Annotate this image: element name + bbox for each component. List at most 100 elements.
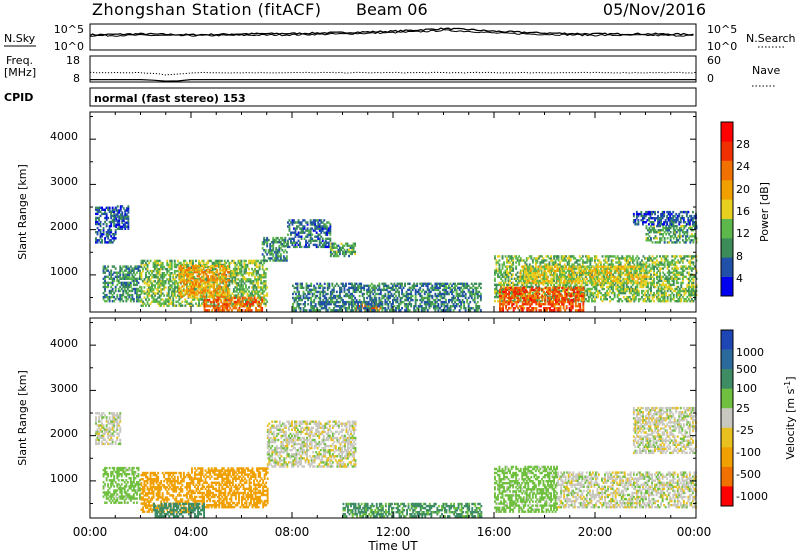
power-cell-607 — [155, 272, 158, 275]
power-cell-2309 — [312, 243, 315, 247]
power-cell-723 — [167, 282, 170, 285]
power-cell-1454 — [249, 272, 252, 275]
power-cell-2678 — [319, 284, 322, 287]
power-cell-539 — [148, 294, 150, 297]
power-cell-3888 — [534, 257, 537, 260]
power-cell-44 — [101, 239, 103, 242]
power-cell-2866 — [354, 290, 356, 294]
power-cell-4324 — [584, 289, 587, 293]
power-cell-4316 — [583, 289, 586, 293]
power-cell-1705 — [193, 295, 196, 298]
power-cell-4309 — [581, 259, 584, 262]
power-cell-1767 — [202, 273, 205, 276]
power-cell-2347 — [318, 227, 321, 230]
power-cell-1757 — [201, 269, 203, 272]
power-cell-2465 — [348, 254, 350, 258]
power-cell-776 — [173, 290, 176, 293]
power-cell-2251 — [299, 221, 301, 224]
power-cell-1043 — [204, 265, 206, 269]
power-cell-2961 — [372, 305, 375, 308]
power-cell-4571 — [615, 287, 618, 291]
power-cell-2012 — [240, 303, 242, 306]
power-cell-4458 — [601, 287, 604, 291]
power-cell-1897 — [226, 293, 229, 296]
power-cell-4963 — [659, 269, 661, 272]
power-cell-2745 — [332, 309, 335, 312]
power-cell-531 — [146, 276, 149, 279]
power-cell-4677 — [627, 295, 630, 299]
power-cell-2710 — [325, 296, 328, 300]
power-cell-9 — [95, 208, 97, 211]
power-cell-614 — [157, 302, 160, 305]
power-cell-512 — [145, 292, 147, 295]
power-cell-4921 — [654, 263, 657, 266]
power-cell-2911 — [363, 298, 366, 302]
power-cell-2972 — [373, 298, 376, 302]
power-cell-3303 — [435, 286, 438, 290]
power-cell-3398 — [452, 298, 455, 302]
power-cell-173 — [121, 221, 124, 224]
power-cell-1579 — [263, 274, 266, 277]
power-cell-3722 — [515, 279, 518, 282]
power-cell-3725 — [515, 267, 518, 270]
power-cell-4509 — [607, 285, 610, 289]
power-cell-1921 — [205, 298, 207, 302]
power-cell-1356 — [239, 263, 241, 267]
power-cell-987 — [198, 267, 200, 271]
power-cell-686 — [163, 284, 166, 287]
power-cell-3061 — [390, 294, 393, 298]
power-cell-621 — [157, 284, 160, 287]
power-cell-77 — [107, 237, 110, 240]
power-cell-4125 — [562, 259, 565, 262]
power-cell-724 — [167, 280, 170, 283]
cpid-text: normal (fast stereo) 153 — [94, 92, 246, 105]
power-cell-2786 — [340, 305, 343, 308]
power-cell-1242 — [226, 284, 229, 287]
power-cell-2790 — [340, 288, 343, 292]
power-cell-4049 — [554, 285, 557, 289]
power-cell-2369 — [323, 243, 326, 247]
power-cell-4772 — [636, 261, 639, 264]
power-cell-905 — [189, 282, 191, 285]
power-cell-1398 — [243, 288, 246, 291]
power-cell-1959 — [221, 305, 224, 308]
power-cell-3807 — [525, 285, 528, 289]
power-cell-2051 — [255, 298, 257, 302]
power-cell-1402 — [243, 272, 246, 275]
power-cell-668 — [161, 288, 164, 291]
power-cell-2004 — [238, 309, 241, 312]
power-cell-2941 — [369, 307, 372, 310]
power-cell-2520 — [373, 307, 376, 310]
power-cell-189 — [124, 221, 127, 224]
power-cell-4406 — [594, 259, 596, 262]
power-cell-4598 — [618, 291, 621, 295]
power-cell-1404 — [243, 267, 246, 271]
power-cell-2226 — [294, 231, 297, 234]
power-cell-2687 — [322, 303, 325, 306]
power-cell-2815 — [345, 282, 347, 285]
power-cell-1217 — [223, 261, 226, 265]
power-cell-499 — [143, 302, 146, 305]
power-cell-3337 — [442, 292, 444, 296]
power-cell-3205 — [419, 294, 422, 298]
power-cell-288 — [113, 271, 116, 274]
power-cell-75 — [105, 206, 108, 209]
power-cell-3530 — [478, 294, 481, 298]
power-cell-1585 — [264, 302, 267, 305]
power-cell-2302 — [309, 219, 312, 222]
power-cell-234 — [104, 271, 106, 274]
power-cell-1849 — [217, 285, 220, 288]
power-cell-2727 — [328, 282, 331, 285]
power-cell-4479 — [604, 298, 607, 301]
power-cell-1663 — [187, 285, 190, 288]
power-cell-1708 — [193, 285, 196, 288]
power-cell-1649 — [184, 271, 187, 274]
power-cell-1986 — [230, 309, 233, 312]
power-cell-85 — [108, 241, 111, 244]
power-cell-4411 — [595, 289, 598, 293]
power-cell-1449 — [249, 294, 252, 297]
power-cell-3240 — [425, 290, 428, 294]
power-cell-3090 — [396, 305, 399, 308]
power-cell-2296 — [309, 233, 312, 236]
power-cell-384 — [126, 265, 129, 268]
